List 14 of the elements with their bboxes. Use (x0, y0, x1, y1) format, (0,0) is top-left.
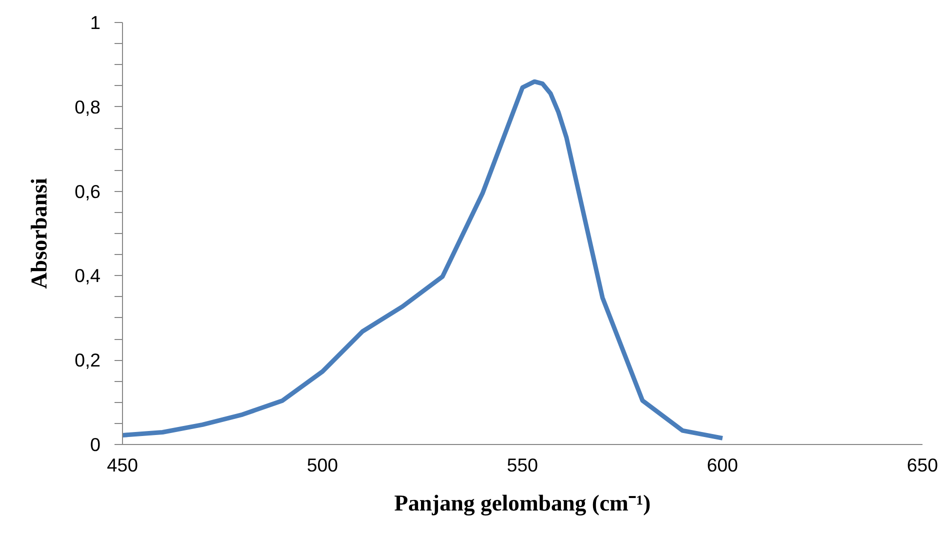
y-tick-label: 0,4 (74, 265, 101, 286)
x-tick-label: 500 (306, 454, 338, 476)
y-tick-label: 1 (90, 12, 101, 33)
y-tick-label: 0,8 (74, 96, 101, 118)
x-axis-title: Panjang gelombang (cm⁻¹) (394, 490, 651, 516)
x-tick-label: 600 (706, 454, 738, 476)
y-tick-label: 0 (90, 434, 101, 455)
x-tick-label: 650 (906, 454, 938, 476)
y-axis-title: Absorbansi (26, 178, 52, 289)
y-tick-label: 0,2 (74, 350, 101, 371)
y-tick-label: 0,6 (74, 180, 101, 202)
x-tick-label: 550 (506, 454, 538, 476)
x-tick-label: 450 (106, 454, 138, 476)
line-series (122, 79, 725, 440)
